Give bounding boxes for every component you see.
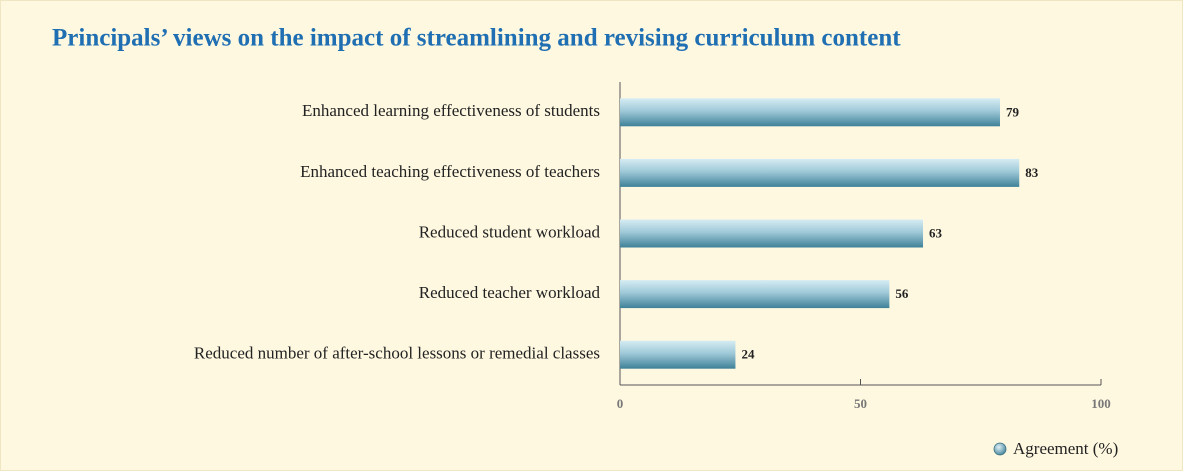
- legend-label: Agreement (%): [1013, 439, 1118, 458]
- x-tick-label: 100: [1091, 396, 1111, 411]
- bar: [620, 340, 736, 369]
- chart-title: Principals’ views on the impact of strea…: [52, 25, 901, 52]
- category-label: Reduced teacher workload: [419, 283, 601, 302]
- category-label: Enhanced learning effectiveness of stude…: [302, 101, 600, 120]
- value-label: 56: [895, 286, 909, 301]
- bar: [620, 158, 1020, 187]
- value-label: 63: [929, 225, 943, 240]
- category-label: Enhanced teaching effectiveness of teach…: [300, 162, 600, 181]
- bar: [620, 219, 924, 248]
- bar: [620, 280, 890, 309]
- value-label: 83: [1025, 165, 1039, 180]
- value-label: 24: [741, 347, 755, 362]
- x-tick-label: 0: [617, 396, 624, 411]
- category-label: Reduced number of after-school lessons o…: [194, 344, 600, 363]
- legend-marker: [993, 442, 1007, 456]
- category-label: Reduced student workload: [419, 222, 601, 241]
- x-tick-label: 50: [854, 396, 867, 411]
- value-label: 79: [1006, 104, 1020, 119]
- bar: [620, 98, 1000, 127]
